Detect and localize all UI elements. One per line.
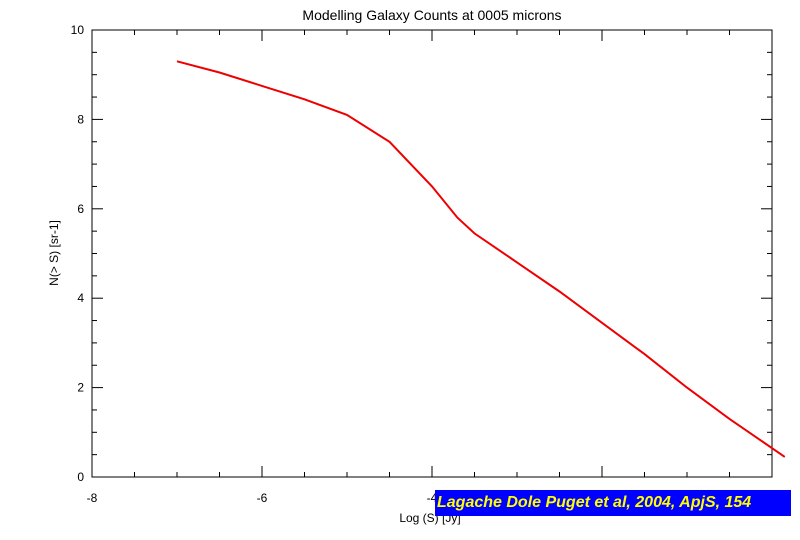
x-tick-label: -4 (427, 491, 438, 505)
y-tick-label: 2 (77, 381, 84, 395)
axis-ticks (91, 29, 773, 478)
series-line (176, 60, 786, 458)
y-tick-label: 0 (77, 470, 84, 484)
chart-title: Modelling Galaxy Counts at 0005 microns (302, 7, 561, 23)
y-tick-label: 4 (77, 291, 84, 305)
x-tick-label: -6 (257, 491, 268, 505)
citation-label: Lagache Dole Puget et al, 2004, ApjS, 15… (435, 490, 791, 516)
y-tick-label: 8 (77, 112, 84, 126)
x-tick-label: -8 (87, 491, 98, 505)
tick-labels: -8 -6 -4 0 2 4 6 8 10 (71, 23, 438, 505)
plot-frame (91, 29, 773, 478)
y-tick-label: 10 (71, 23, 85, 37)
y-axis-label: N(> S) [sr-1] (47, 220, 61, 286)
y-tick-label: 6 (77, 202, 84, 216)
